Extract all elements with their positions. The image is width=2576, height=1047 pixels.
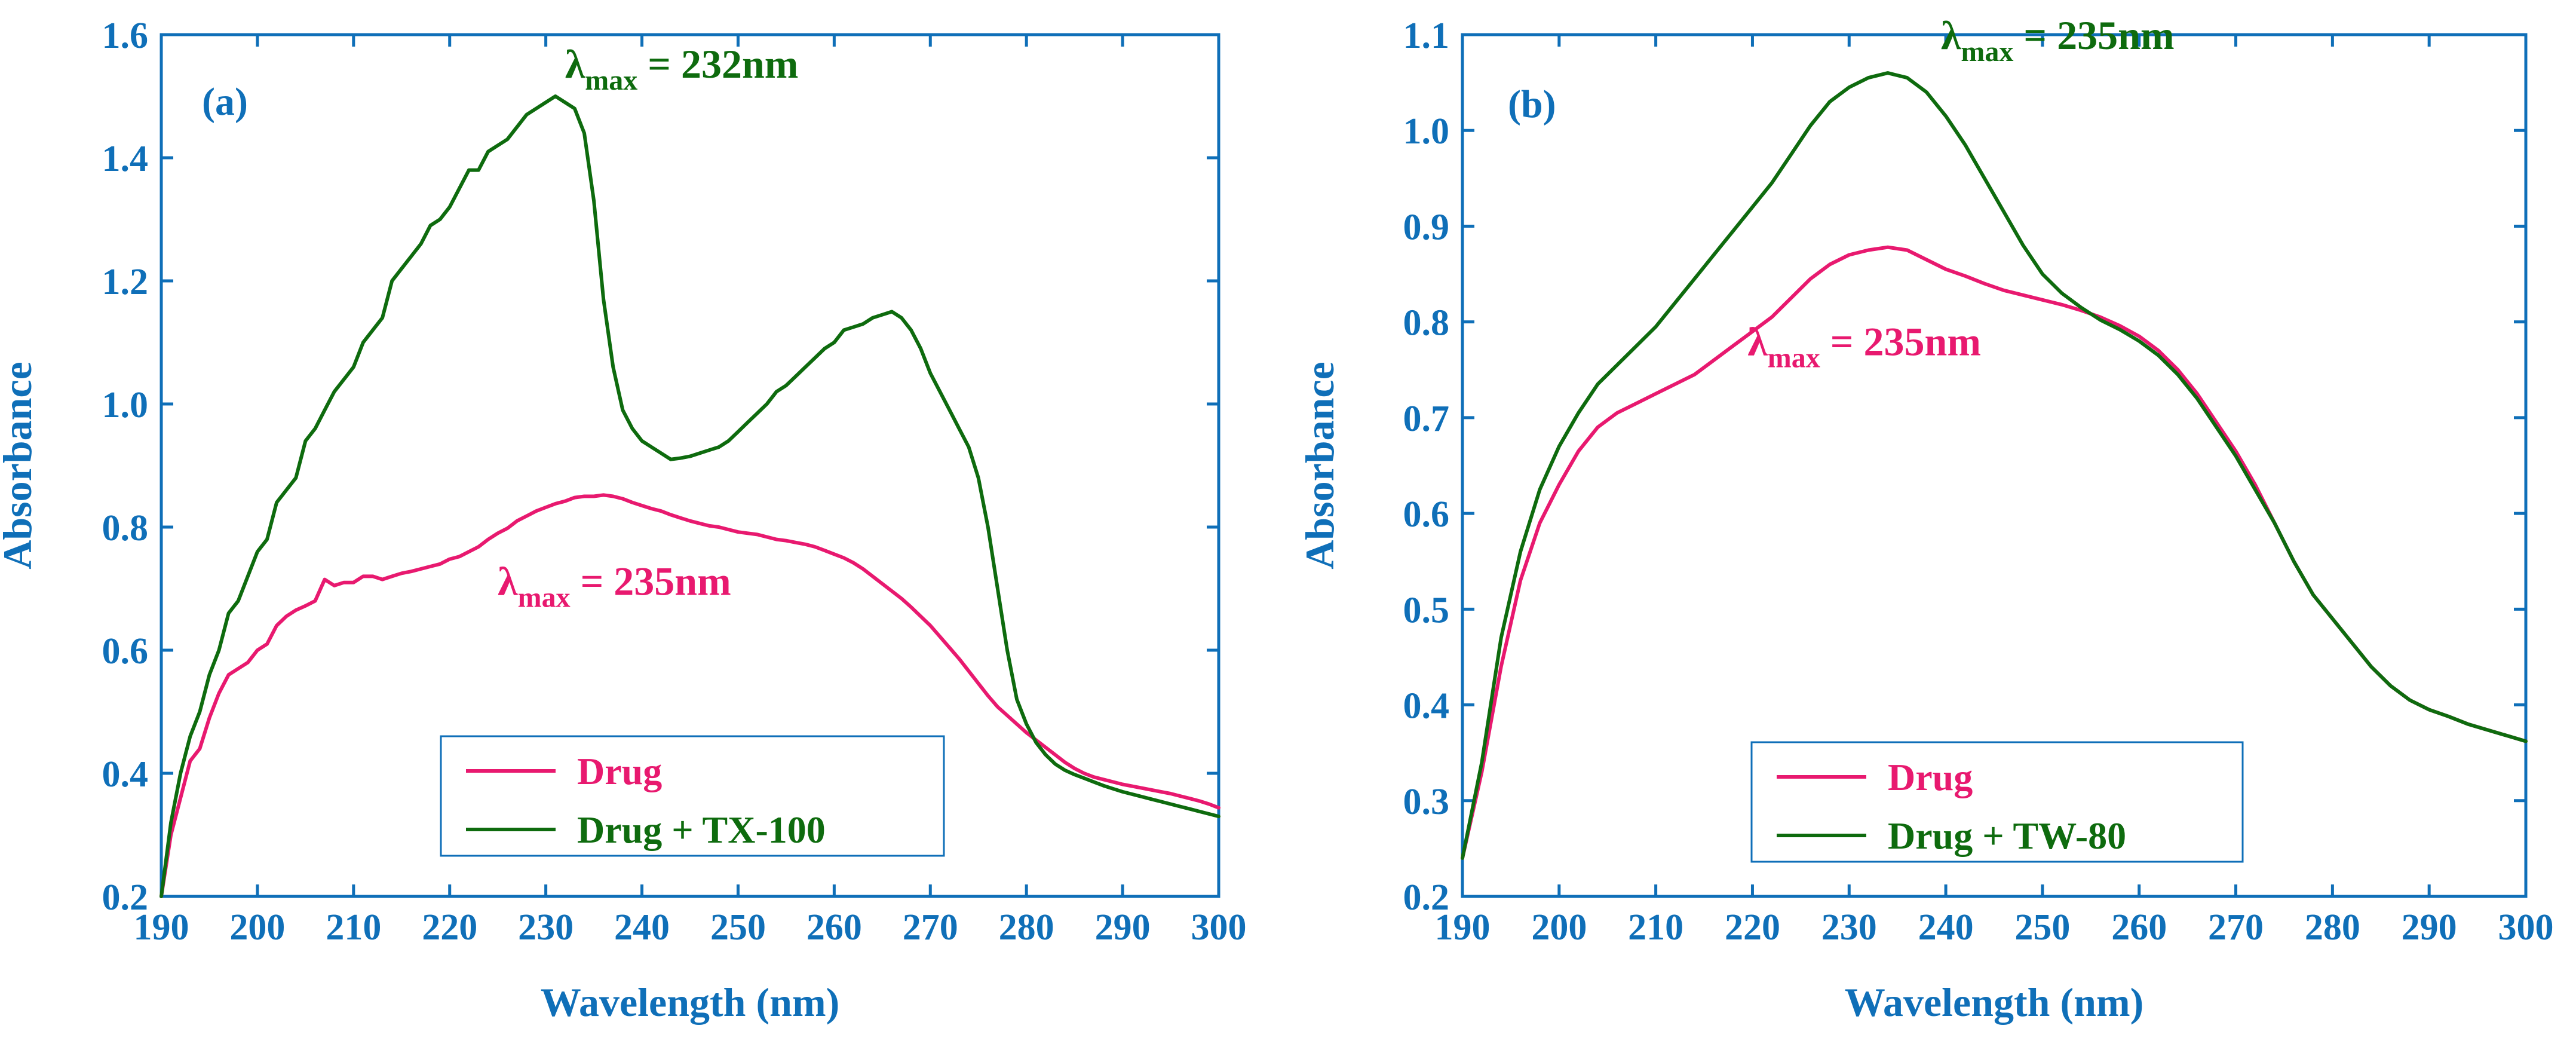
x-tick-label: 190 — [1435, 907, 1491, 948]
annotation-subscript: max — [518, 581, 571, 613]
plot-frame — [160, 33, 1220, 898]
x-tick-label: 240 — [1918, 907, 1974, 948]
annotation-value: = 235nm — [571, 558, 731, 604]
x-tick-label: 260 — [806, 907, 862, 948]
annotation-value: = 235nm — [2013, 13, 2174, 58]
x-tick-label: 240 — [614, 907, 670, 948]
x-tick-label: 300 — [2498, 907, 2554, 948]
x-tick-label: 220 — [422, 907, 477, 948]
y-tick-label: 0.9 — [1403, 207, 1450, 247]
y-tick-label: 1.1 — [1403, 16, 1450, 56]
annotation-subscript: max — [585, 65, 637, 96]
legend-entry-label: Drug — [1888, 756, 1973, 798]
y-tick-label: 0.4 — [102, 754, 149, 795]
x-tick-label: 190 — [134, 907, 189, 948]
legend: Drug Drug + TW-80 — [1750, 741, 2244, 863]
legend-box — [1750, 741, 2244, 863]
annotation-value: = 235nm — [1820, 319, 1981, 365]
y-tick-label: 0.6 — [102, 631, 149, 672]
legend: Drug Drug + TX-100 — [440, 735, 945, 857]
annotation-subscript: max — [1768, 342, 1820, 374]
y-tick-label: 0.2 — [102, 877, 149, 918]
legend-box — [440, 735, 945, 857]
x-tick-label: 200 — [1531, 907, 1587, 948]
x-tick-label: 300 — [1191, 907, 1247, 948]
annotation-value: = 232nm — [637, 41, 798, 87]
y-tick-label: 0.6 — [1403, 494, 1450, 535]
y-tick-label: 1.0 — [102, 385, 149, 425]
x-tick-label: 290 — [2402, 907, 2457, 948]
y-tick-label: 1.0 — [1403, 111, 1450, 152]
annotation-symbol: λ — [498, 558, 518, 604]
y-tick-label: 0.3 — [1403, 782, 1450, 822]
x-tick-label: 270 — [2208, 907, 2264, 948]
legend-entry-label: Drug + TW-80 — [1888, 815, 2126, 857]
plot-frame — [1461, 33, 2528, 898]
x-tick-label: 250 — [710, 907, 766, 948]
chart-panel-a: 190 200 210 220 230 240 250 260 270 280 290 300 0.2 0… — [0, 16, 1247, 1025]
y-tick-label: 1.6 — [102, 16, 149, 56]
x-tick-label: 290 — [1095, 907, 1151, 948]
annotation-subscript: max — [1961, 36, 2013, 68]
y-tick-label: 1.2 — [102, 262, 149, 302]
y-tick-label: 0.4 — [1403, 686, 1450, 727]
legend-entry-label: Drug + TX-100 — [577, 809, 826, 851]
x-tick-label: 230 — [518, 907, 574, 948]
series-line-drug-surfactant — [1461, 71, 2528, 860]
y-tick-label: 1.4 — [102, 139, 149, 179]
y-axis-title: Absorbance — [1297, 362, 1342, 570]
panel-label: (a) — [202, 80, 248, 124]
x-tick-label: 280 — [999, 907, 1054, 948]
panel-label: (b) — [1508, 82, 1556, 126]
y-tick-label: 0.7 — [1403, 399, 1450, 439]
x-axis-title: Wavelength (nm) — [1845, 979, 2144, 1025]
x-tick-label: 280 — [2305, 907, 2360, 948]
y-tick-label: 0.8 — [1403, 303, 1450, 344]
lambda-max-annotation: λmax = 235nm — [1747, 319, 1981, 374]
lambda-max-annotation: λmax = 232nm — [565, 41, 799, 96]
y-tick-label: 0.5 — [1403, 590, 1450, 630]
x-tick-label: 210 — [1628, 907, 1683, 948]
x-tick-label: 220 — [1725, 907, 1780, 948]
y-tick-label: 0.2 — [1403, 877, 1450, 918]
y-tick-label: 0.8 — [102, 508, 149, 549]
annotation-symbol: λ — [1747, 319, 1768, 365]
y-axis-title: Absorbance — [0, 362, 40, 570]
lambda-max-annotation: λmax = 235nm — [498, 558, 731, 613]
annotation-symbol: λ — [565, 41, 585, 87]
x-tick-label: 210 — [326, 907, 381, 948]
x-tick-label: 250 — [2014, 907, 2070, 948]
series-line-drug-surfactant — [160, 94, 1220, 898]
x-tick-label: 200 — [229, 907, 285, 948]
annotation-symbol: λ — [1941, 13, 1961, 58]
x-tick-label: 260 — [2111, 907, 2167, 948]
series-line-drug — [160, 493, 1220, 898]
x-axis-title: Wavelength (nm) — [541, 979, 840, 1025]
chart-panel-b: 190 200 210 220 230 240 250 260 270 280 290 300 0.2 0… — [1297, 13, 2554, 1025]
x-tick-label: 230 — [1821, 907, 1877, 948]
lambda-max-annotation: λmax = 235nm — [1941, 13, 2175, 68]
legend-entry-label: Drug — [577, 750, 662, 792]
x-tick-label: 270 — [903, 907, 958, 948]
